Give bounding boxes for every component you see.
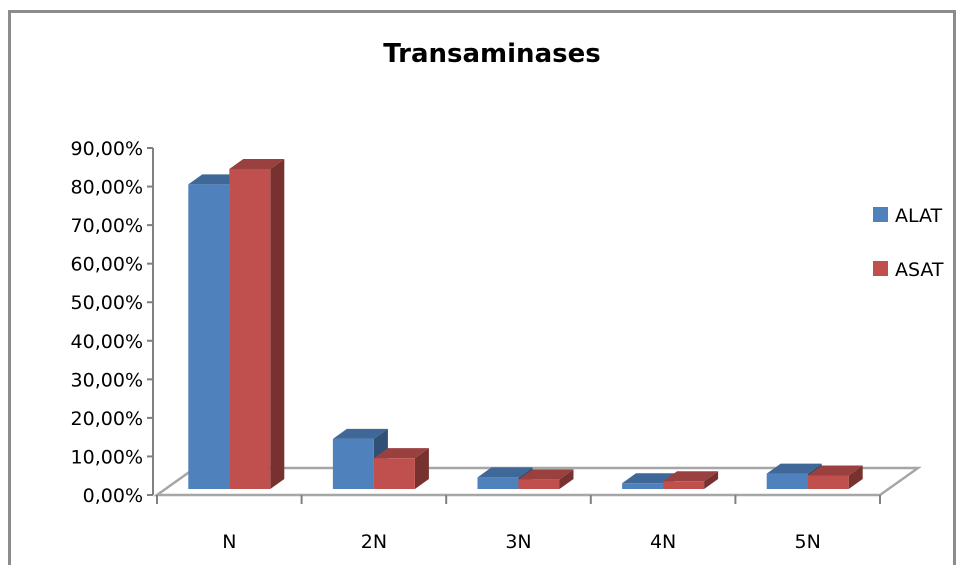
chart-title: Transaminases [383,39,600,69]
legend-swatch-asat [873,261,888,276]
legend-swatch-alat [873,207,888,222]
y-tick-label: 50,00% [71,292,143,314]
y-tick-label: 30,00% [71,369,143,391]
y-tick-label: 10,00% [71,446,143,468]
x-tick-label: N [222,531,236,553]
bar-asat-3n [518,469,574,489]
bar-asat-4n [663,471,719,489]
bar-asat-2n [373,448,429,489]
x-tick-label: 3N [505,531,531,553]
y-tick-label: 40,00% [71,331,143,353]
y-tick-label: 0,00% [83,485,143,507]
x-tick-label: 4N [650,531,676,553]
y-tick-label: 20,00% [71,408,143,430]
y-tick-label: 70,00% [71,215,143,237]
legend-label-asat: ASAT [895,259,944,281]
chart-frame [8,10,956,565]
x-tick-label: 2N [361,531,387,553]
legend-label-alat: ALAT [895,205,943,227]
y-tick-label: 60,00% [71,254,143,276]
bar-asat-5n [807,465,863,489]
bar-asat-n [229,158,285,489]
x-tick-label: 5N [795,531,821,553]
y-tick-label: 80,00% [71,177,143,199]
y-tick-label: 90,00% [71,138,143,160]
